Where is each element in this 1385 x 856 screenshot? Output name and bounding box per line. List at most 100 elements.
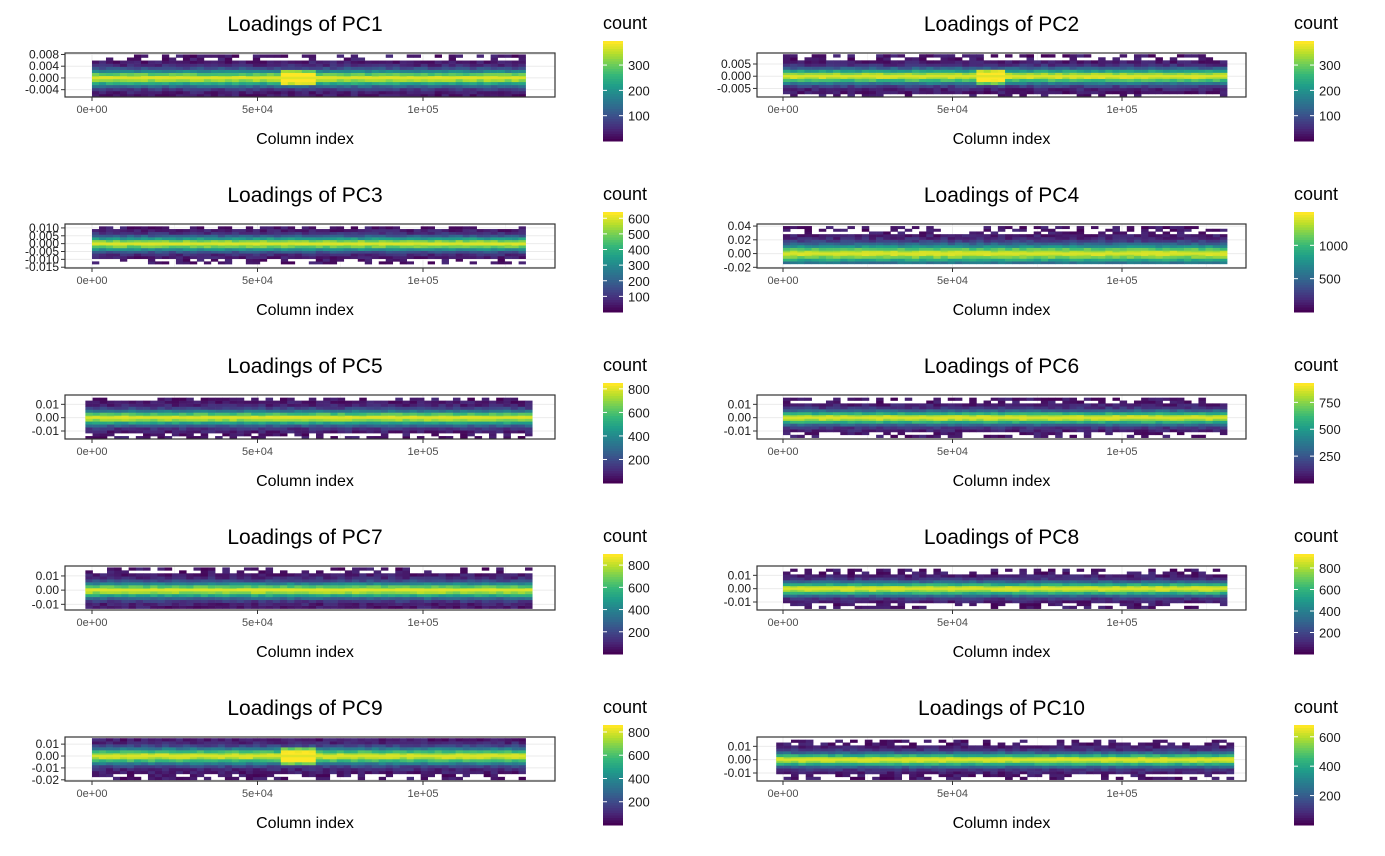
heatmap-cell (1119, 239, 1128, 243)
heatmap-cell (1076, 403, 1085, 407)
heatmap-cell (1112, 72, 1120, 76)
heatmap-cell (476, 245, 484, 249)
heatmap-cell (1119, 72, 1128, 76)
heatmap-cell (1105, 90, 1113, 95)
heatmap-cell (280, 60, 289, 64)
heatmap-cell (157, 433, 165, 437)
heatmap-cell (385, 84, 394, 89)
heatmap-cell (911, 423, 920, 427)
heatmap-cell (876, 60, 884, 64)
heatmap-cell (133, 93, 142, 98)
heatmap-cell (316, 421, 324, 425)
heatmap-cell (883, 431, 891, 436)
heatmap-cell (1162, 247, 1171, 251)
heatmap-cell (409, 406, 418, 410)
heatmap-cell (1191, 66, 1199, 70)
heatmap-cell (294, 247, 303, 251)
heatmap-cell (790, 236, 798, 240)
heatmap-cell (1219, 78, 1228, 83)
heatmap-cell (1033, 429, 1042, 433)
heatmap-cell (1055, 247, 1063, 251)
heatmap-cell (933, 397, 941, 401)
heatmap-cell (1090, 90, 1099, 95)
heatmap-cell (385, 60, 394, 64)
heatmap-cell (392, 239, 401, 243)
legend-tick-label: 300 (628, 58, 650, 73)
heatmap-cell (258, 427, 266, 431)
heatmap-cell (182, 255, 191, 259)
heatmap-cell (350, 245, 359, 249)
heatmap-cell (997, 90, 1006, 95)
heatmap-cell (868, 90, 877, 95)
heatmap-cell (371, 245, 380, 249)
x-tick-label: 5e+04 (242, 446, 273, 458)
heatmap-cell (861, 72, 870, 76)
heatmap-cell (947, 239, 956, 243)
heatmap-cell (200, 418, 209, 422)
heatmap-cell (448, 239, 456, 243)
heatmap-cell (990, 72, 999, 76)
heatmap-cell (990, 90, 999, 95)
heatmap-cell (434, 229, 442, 233)
legend-color-step (1294, 259, 1314, 263)
heatmap-cell (308, 66, 317, 70)
heatmap-cell (890, 429, 898, 433)
heatmap-cell (1169, 90, 1178, 95)
legend-color-step (603, 118, 623, 122)
heatmap-cell (105, 253, 114, 257)
heatmap-cell (380, 409, 389, 413)
heatmap-cell (469, 239, 477, 243)
heatmap-cell (315, 258, 324, 262)
heatmap-cell (840, 63, 848, 67)
heatmap-cell (517, 418, 526, 422)
heatmap-cell (265, 421, 274, 425)
heatmap-cell (196, 81, 205, 86)
heatmap-cell (1112, 60, 1120, 64)
heatmap-cell (330, 424, 338, 428)
heatmap-cell (1212, 66, 1221, 70)
heatmap-cell (897, 81, 906, 86)
heatmap-cell (825, 423, 834, 427)
heatmap-cell (441, 87, 449, 92)
heatmap-cell (1040, 426, 1049, 430)
heatmap-cell (911, 258, 920, 262)
heatmap-cell (448, 250, 456, 254)
heatmap-cell (424, 406, 432, 410)
heatmap-cell (818, 420, 827, 424)
heatmap-cell (1141, 255, 1149, 259)
heatmap-cell (350, 255, 359, 259)
heatmap-cell (420, 93, 428, 98)
heatmap-cell (147, 250, 156, 254)
heatmap-cell (273, 87, 282, 92)
heatmap-cell (476, 60, 484, 64)
heatmap-cell (897, 242, 906, 246)
heatmap-cell (388, 400, 396, 404)
heatmap-cell (337, 418, 346, 422)
heatmap-cell (1105, 420, 1113, 424)
heatmap-cell (1133, 87, 1142, 92)
heatmap-cell (210, 247, 219, 251)
heatmap-cell (366, 430, 374, 434)
heatmap-cell (294, 87, 303, 92)
heatmap-cell (1105, 72, 1113, 76)
heatmap-cell (1112, 414, 1120, 418)
heatmap-cell (259, 63, 268, 67)
heatmap-cell (189, 84, 198, 89)
heatmap-cell (357, 231, 366, 235)
heatmap-cell (126, 247, 135, 251)
heatmap-cell (481, 409, 490, 413)
heatmap-cell (1176, 400, 1185, 404)
heatmap-cell (1112, 234, 1120, 238)
heatmap-cell (804, 228, 812, 232)
heatmap-cell (1219, 66, 1228, 70)
heatmap-cell (1169, 426, 1178, 430)
heatmap-cell (413, 239, 422, 243)
heatmap-cell (114, 436, 122, 440)
heatmap-cell (919, 231, 927, 235)
heatmap-cell (200, 397, 209, 401)
heatmap-cell (210, 245, 219, 249)
heatmap-cell (322, 84, 331, 89)
heatmap-cell (790, 429, 798, 433)
legend-colorbar (1294, 41, 1314, 142)
heatmap-cell (308, 90, 317, 95)
